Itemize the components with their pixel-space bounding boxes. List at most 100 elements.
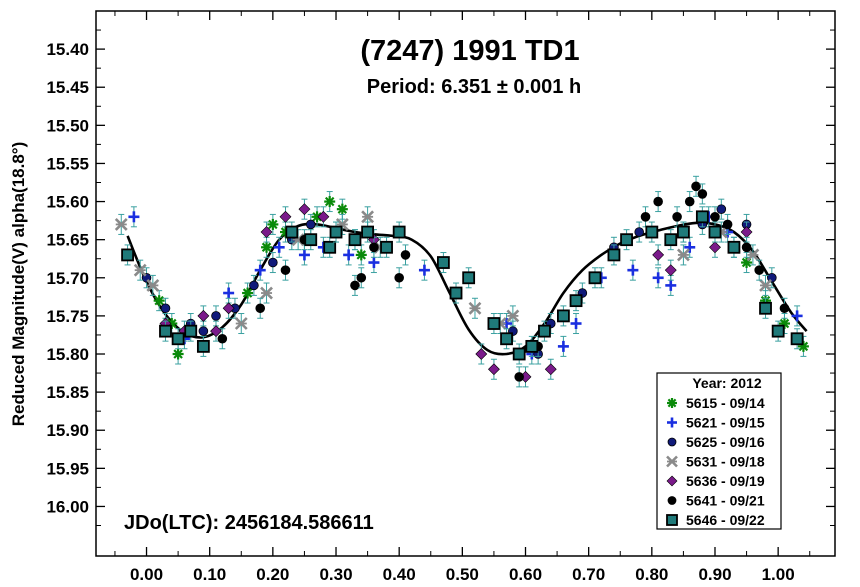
x-tick-label: 0.10 — [193, 565, 226, 584]
data-point — [640, 212, 651, 222]
legend-label: 5615 - 09/14 — [686, 395, 765, 411]
data-point — [544, 363, 557, 376]
data-point — [697, 189, 708, 199]
y-axis-label: Reduced Magnitude(V) alpha(18.8°) — [9, 142, 28, 427]
data-point — [791, 310, 803, 322]
data-point — [684, 241, 696, 253]
legend-marker — [667, 437, 677, 447]
y-tick-label: 15.80 — [46, 345, 89, 364]
data-point — [664, 264, 677, 277]
data-point — [128, 211, 140, 223]
data-point — [361, 210, 375, 224]
data-point — [620, 233, 633, 247]
data-point — [709, 241, 721, 254]
data-point — [343, 249, 355, 261]
data-point — [336, 203, 348, 215]
data-point — [304, 233, 318, 247]
data-point — [255, 303, 266, 314]
data-point — [607, 248, 621, 262]
data-point — [121, 248, 134, 262]
data-point — [557, 309, 570, 323]
series-group — [153, 191, 809, 365]
y-tick-label: 15.55 — [46, 154, 89, 173]
legend-box — [656, 372, 782, 530]
data-point — [487, 363, 500, 376]
data-point — [468, 301, 482, 315]
data-point — [298, 203, 311, 216]
data-point — [350, 280, 360, 291]
data-point — [449, 286, 463, 300]
data-point — [260, 226, 273, 238]
data-point — [676, 248, 690, 262]
legend-label: 5641 - 09/21 — [686, 493, 765, 509]
series-group — [121, 206, 804, 365]
data-point — [691, 181, 701, 192]
data-point — [254, 264, 266, 276]
x-tick-label: 0.80 — [635, 565, 668, 584]
data-point — [487, 317, 501, 330]
x-tick-label: 0.30 — [319, 565, 352, 584]
data-point — [355, 249, 367, 261]
data-point — [779, 303, 790, 314]
data-point — [759, 301, 772, 315]
data-point — [153, 295, 165, 307]
data-point — [462, 271, 476, 285]
data-point — [506, 309, 520, 323]
legend-label: 5621 - 09/15 — [686, 415, 765, 431]
x-tick-label: 0.70 — [572, 565, 605, 584]
data-point — [710, 212, 720, 222]
data-point — [356, 272, 367, 283]
x-tick-label: 0.00 — [130, 565, 163, 584]
y-tick-label: 15.95 — [46, 459, 89, 478]
data-point — [512, 347, 526, 361]
legend-marker — [667, 398, 677, 408]
data-point — [114, 218, 128, 231]
data-point — [652, 272, 664, 284]
y-tick-label: 15.70 — [46, 269, 89, 288]
y-tick-label: 15.50 — [46, 116, 89, 135]
legend-label: 5625 - 09/16 — [686, 434, 765, 450]
legend: Year: 2012 5615 - 09/14 5621 - 09/15 5625 … — [656, 372, 782, 530]
data-point — [708, 225, 722, 239]
data-point — [570, 318, 582, 330]
data-point — [392, 225, 406, 239]
data-point — [268, 257, 278, 268]
data-point — [716, 204, 727, 214]
data-point — [754, 265, 765, 275]
data-point — [260, 286, 273, 300]
y-tick-label: 15.90 — [46, 421, 89, 440]
data-point — [324, 196, 336, 208]
x-tick-label: 0.40 — [383, 565, 416, 584]
legend-marker — [666, 475, 678, 487]
data-point — [159, 324, 172, 338]
legend-items: 5615 - 09/14 5621 - 09/15 5625 - 09/16 5631… — [666, 395, 765, 528]
data-point — [557, 340, 569, 352]
data-point — [514, 372, 524, 382]
legend-label: 5631 - 09/18 — [686, 454, 765, 470]
legend-label: 5646 - 09/22 — [686, 512, 765, 528]
data-point — [652, 248, 665, 261]
data-point — [627, 264, 639, 276]
data-point — [418, 264, 430, 276]
data-point — [653, 196, 663, 207]
chart-title: (7247) 1991 TD1 — [360, 35, 579, 67]
data-point — [323, 240, 337, 254]
data-point — [634, 227, 644, 237]
data-point — [369, 242, 379, 253]
y-tick-label: 15.75 — [46, 307, 89, 326]
data-point — [171, 332, 185, 346]
data-point — [249, 280, 259, 291]
legend-marker — [666, 514, 678, 526]
series-group — [217, 175, 790, 388]
y-tick-label: 15.65 — [46, 231, 89, 250]
data-point — [672, 212, 682, 222]
chart-subtitle: Period: 6.351 ± 0.001 h — [367, 76, 581, 98]
x-tick-label: 0.60 — [509, 565, 542, 584]
data-point — [160, 303, 171, 314]
data-point — [538, 324, 551, 338]
data-point — [741, 242, 752, 253]
data-point — [210, 325, 222, 338]
x-tick-label: 1.00 — [762, 565, 795, 584]
data-points-group — [114, 175, 809, 388]
